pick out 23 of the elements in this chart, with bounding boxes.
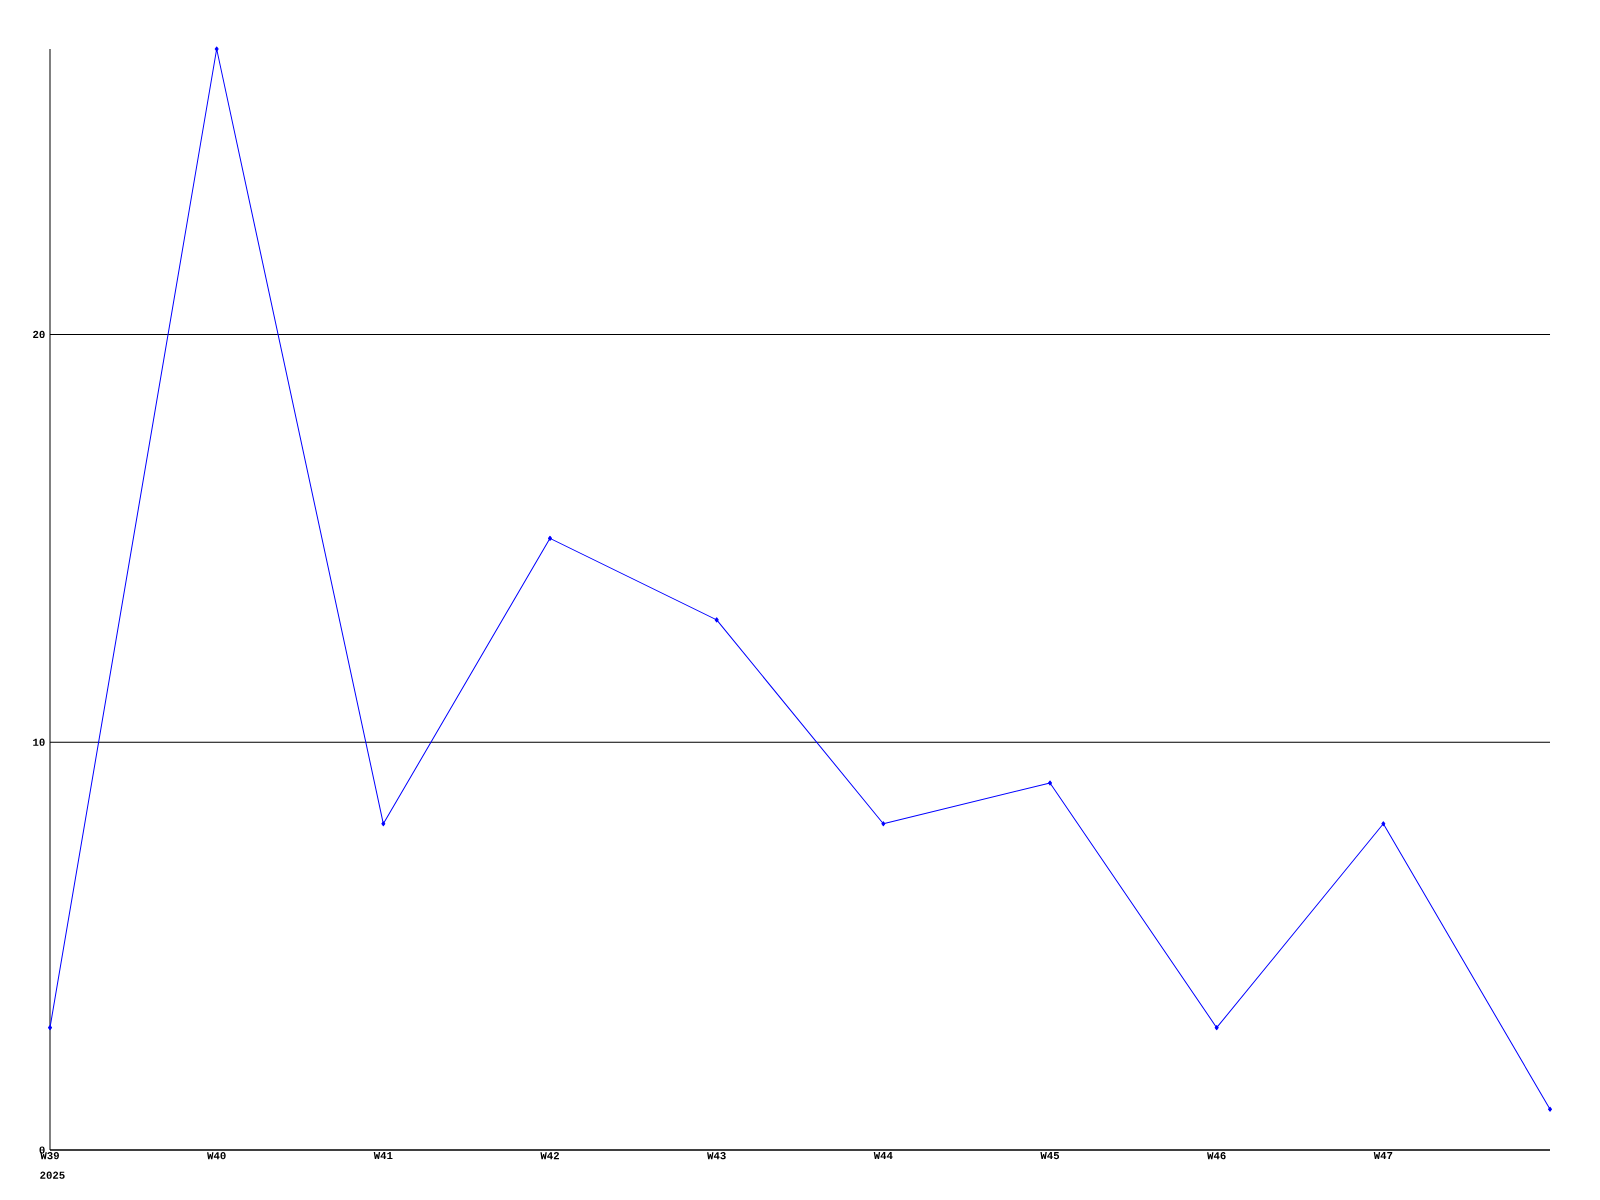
y-tick-label: 20 [33,330,45,339]
point [1214,1025,1219,1031]
x-tick-label: W40 [207,1152,226,1160]
point [381,821,386,827]
point [548,535,553,541]
x-tick-label: W44 [873,1152,893,1160]
y-tick-label: 0 [39,1146,45,1154]
point [714,617,719,623]
x-tick-label: W43 [707,1152,726,1160]
x-tick-label: W47 [1373,1152,1393,1160]
point [214,46,219,52]
x-tick-label: W46 [1207,1152,1226,1160]
point [48,1025,52,1031]
x-tick-label: W42 [540,1152,559,1160]
point [1548,1106,1553,1112]
x-tick-label: W39 [40,1152,59,1160]
x-tick-label: W45 [1040,1152,1060,1160]
point [881,821,886,827]
y-tick-label: 10 [33,738,45,746]
point [1381,821,1386,827]
x-tick-label: W41 [373,1152,393,1160]
point [1048,780,1053,786]
text: 2025 [40,1171,65,1179]
